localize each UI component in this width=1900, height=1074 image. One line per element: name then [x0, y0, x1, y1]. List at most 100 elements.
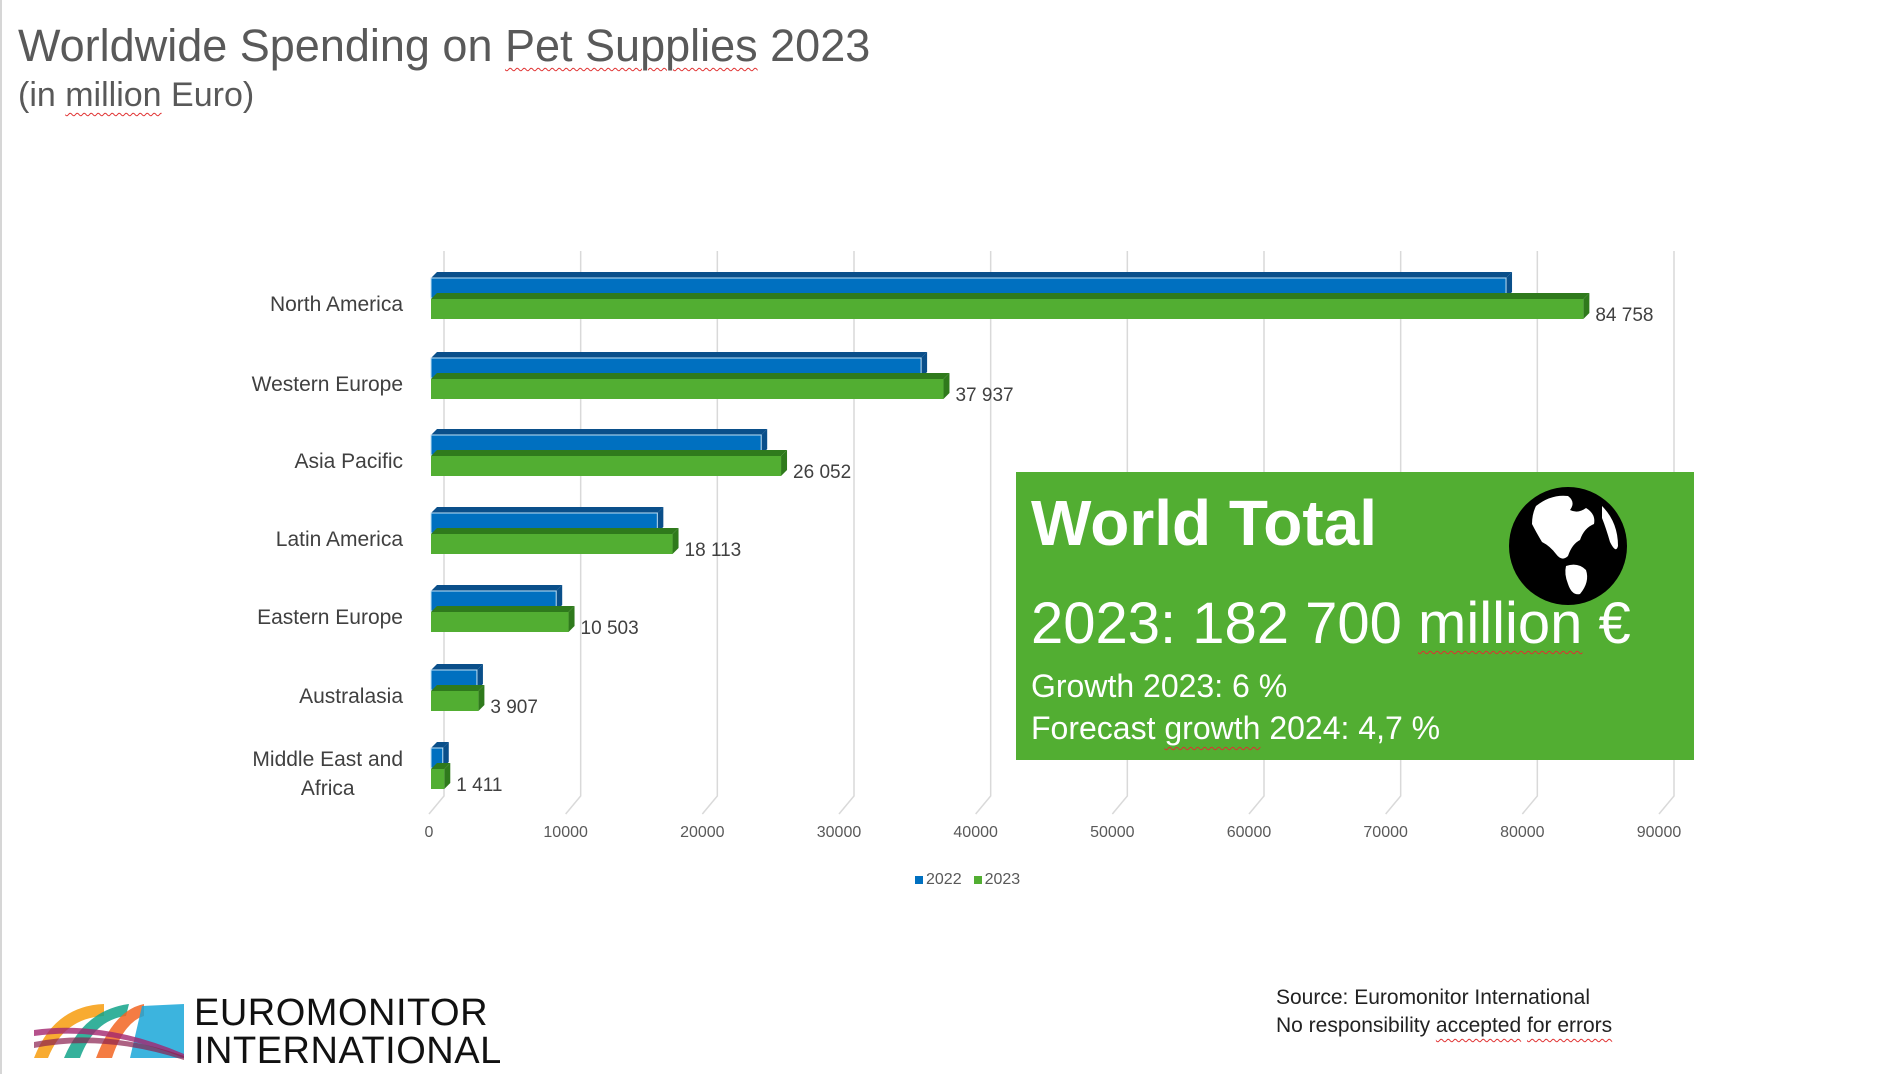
title-text: 2023 — [757, 20, 871, 71]
world-total-box: World Total 2023: 182 700 million € Grow… — [1016, 472, 1694, 760]
legend-label: 2022 — [926, 871, 962, 888]
x-tick-label: 50000 — [1090, 824, 1135, 841]
title-text: Worldwide Spending on — [18, 20, 505, 71]
bar-top-2023 — [431, 685, 485, 691]
gridline — [1111, 251, 1129, 815]
category-label: Asia Pacific — [294, 449, 403, 473]
total-text: 2023: 182 700 — [1031, 591, 1419, 656]
bar-2023 — [431, 456, 782, 476]
bar-side-2022 — [476, 664, 483, 690]
category-label: Australasia — [299, 684, 403, 708]
bar-top-2022 — [431, 507, 664, 513]
x-tick-label: 0 — [424, 824, 434, 841]
bar-top-2023 — [431, 528, 679, 534]
disclaimer-line: No responsibility accepted for errors — [1276, 1012, 1612, 1040]
logo-line: INTERNATIONAL — [194, 1030, 502, 1072]
bar-top-2022 — [431, 272, 1513, 278]
bar-side-2022 — [761, 429, 768, 455]
gridline — [1385, 251, 1402, 815]
subtitle-text: Euro) — [161, 76, 255, 114]
subtitle-text: million — [65, 76, 162, 114]
data-label: 84 758 — [1595, 305, 1654, 326]
legend-swatch — [973, 876, 982, 884]
x-tick-label: 30000 — [816, 824, 862, 841]
logo-line: EUROMONITOR — [194, 992, 489, 1034]
bar-side-2022 — [921, 352, 928, 378]
subtitle-text: (in — [18, 76, 66, 114]
source-note: Source: Euromonitor International No res… — [1276, 984, 1612, 1040]
disclaimer-text: for errors — [1526, 1014, 1613, 1037]
gridline — [838, 251, 855, 815]
page-title: Worldwide Spending on Pet Supplies 2023 — [18, 20, 870, 72]
category-label: Eastern Europe — [257, 605, 403, 629]
bar-top-2023 — [431, 763, 451, 769]
bar-side-2023 — [781, 450, 788, 476]
bar-top-2022 — [431, 429, 768, 435]
x-tick-label: 40000 — [953, 824, 998, 841]
bar-side-2022 — [1506, 272, 1513, 298]
data-label: 3 907 — [490, 697, 538, 718]
gridline — [701, 251, 719, 815]
bar-side-2023 — [444, 763, 451, 789]
x-tick-label: 10000 — [543, 824, 588, 841]
gridline — [1658, 251, 1675, 815]
bar-side-2022 — [556, 585, 563, 611]
forecast-text: 2024: 4,7 % — [1260, 710, 1441, 746]
globe-icon — [1509, 487, 1627, 605]
euromonitor-logo — [34, 1004, 184, 1060]
bar-side-2023 — [672, 528, 679, 554]
data-label: 10 503 — [580, 618, 639, 639]
world-total-heading: World Total — [1031, 487, 1378, 559]
source-line: Source: Euromonitor International — [1276, 986, 1591, 1009]
data-label: 37 937 — [955, 385, 1014, 406]
bar-top-2022 — [431, 742, 449, 748]
category-label: Western Europe — [251, 372, 403, 396]
gridline — [1248, 251, 1265, 815]
bar-2023 — [431, 612, 569, 632]
x-tick-label: 70000 — [1363, 824, 1408, 841]
x-tick-label: 20000 — [680, 824, 725, 841]
title-text: Pet Supplies — [504, 20, 758, 71]
legend-swatch — [915, 876, 923, 884]
category-label: Middle East and Africa — [252, 748, 403, 800]
world-total-value: 2023: 182 700 million € — [1031, 590, 1631, 657]
bar-side-2023 — [568, 606, 575, 632]
gridline — [1521, 251, 1539, 815]
disclaimer-text: No responsibility — [1276, 1014, 1436, 1037]
bar-side-2022 — [442, 742, 449, 768]
forecast-text: Forecast — [1031, 710, 1165, 746]
bar-side-2022 — [657, 507, 664, 533]
category-label: Latin America — [275, 527, 403, 551]
logo-text: EUROMONITOR INTERNATIONAL — [194, 994, 502, 1070]
data-label: 26 052 — [793, 462, 852, 483]
category-label: North America — [269, 292, 403, 316]
bar-2023 — [431, 691, 479, 711]
legend-item-2023: 2023 — [973, 871, 1021, 889]
gridline — [975, 251, 992, 815]
page-subtitle: (in million Euro) — [18, 76, 254, 115]
x-tick-label: 90000 — [1636, 824, 1682, 841]
disclaimer-text: accepted — [1435, 1014, 1522, 1037]
bar-top-2023 — [431, 293, 1590, 299]
bar-top-2022 — [431, 352, 928, 358]
bar-side-2023 — [943, 373, 950, 399]
bar-top-2023 — [431, 606, 575, 612]
legend-item-2022: 2022 — [915, 871, 962, 889]
forecast-text: growth — [1164, 710, 1261, 746]
bar-2023 — [431, 299, 1584, 319]
bar-side-2023 — [1583, 293, 1590, 319]
bar-top-2022 — [431, 664, 483, 670]
x-tick-label: 60000 — [1226, 824, 1272, 841]
data-label: 1 411 — [456, 775, 503, 796]
legend: 2022 2023 — [915, 871, 1020, 889]
bar-2023 — [431, 534, 673, 554]
data-label: 18 113 — [684, 540, 742, 561]
legend-label: 2023 — [984, 871, 1021, 888]
bar-2023 — [431, 769, 445, 789]
total-text: million — [1418, 591, 1583, 656]
bar-side-2023 — [478, 685, 485, 711]
bar-2023 — [431, 379, 944, 399]
forecast-growth-2024: Forecast growth 2024: 4,7 % — [1031, 710, 1440, 747]
x-tick-label: 80000 — [1500, 824, 1545, 841]
